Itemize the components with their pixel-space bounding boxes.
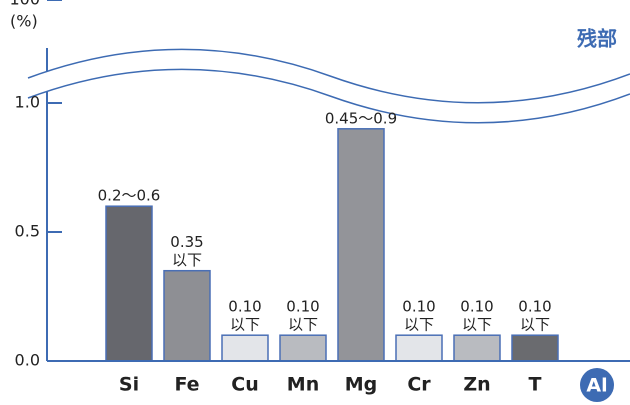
value-label: 以下 <box>288 316 318 334</box>
value-label: 0.10 <box>518 298 551 316</box>
bar <box>279 334 327 362</box>
x-tick-label: Si <box>119 374 139 396</box>
value-label: 0.10 <box>286 298 319 316</box>
x-tick-label: Mg <box>345 374 378 396</box>
x-tick-label: Cu <box>231 374 258 396</box>
value-label: 0.10 <box>460 298 493 316</box>
x-tick-label: Al <box>586 375 607 397</box>
value-label: 以下 <box>404 316 434 334</box>
bar <box>453 334 501 362</box>
bar <box>221 334 269 362</box>
bar <box>511 334 559 362</box>
y-unit: (%) <box>10 12 38 31</box>
y-tick-label: 0.5 <box>15 222 40 241</box>
x-tick-label: Zn <box>463 374 490 396</box>
value-label: 残部 <box>577 27 617 51</box>
value-label: 0.10 <box>402 298 435 316</box>
value-label: 0.35 <box>170 233 203 251</box>
value-label: 0.2～0.6 <box>98 187 161 205</box>
category-badge <box>580 368 614 402</box>
y-tick-label: 1.0 <box>15 93 40 112</box>
bar <box>395 334 443 362</box>
y-tick-label: 100 <box>9 0 40 9</box>
axis-break <box>27 48 630 124</box>
value-label: 以下 <box>172 251 202 269</box>
bar <box>337 128 385 362</box>
value-label: 0.45～0.9 <box>325 109 397 127</box>
x-tick-label: Cr <box>407 374 431 396</box>
value-label: 以下 <box>462 316 492 334</box>
x-tick-label: Fe <box>174 374 199 396</box>
y-tick-label: 0.0 <box>15 351 40 370</box>
x-tick-label: T <box>529 374 542 396</box>
x-tick-label: Mn <box>287 374 319 396</box>
value-label: 以下 <box>520 316 550 334</box>
value-label: 以下 <box>230 316 260 334</box>
bar <box>163 269 211 362</box>
bar <box>105 205 153 362</box>
value-label: 0.10 <box>228 298 261 316</box>
